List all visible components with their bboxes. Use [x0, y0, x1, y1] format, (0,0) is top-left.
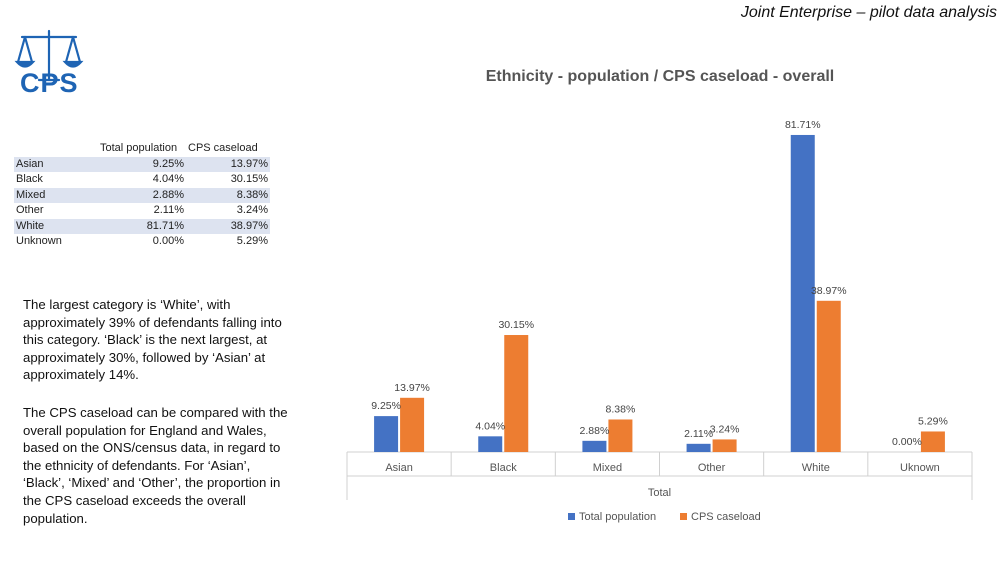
table-row: Black 4.04% 30.15% [14, 172, 270, 188]
table-cell: 4.04% [152, 173, 184, 185]
data-label: 5.29% [918, 415, 948, 427]
table-cell: 2.11% [153, 204, 184, 216]
legend-swatch-population [568, 513, 575, 520]
x-tick-label: Asian [385, 462, 413, 474]
table-row: Other 2.11% 3.24% [14, 203, 270, 219]
table-header-row: Total population CPS caseload [14, 141, 270, 157]
population-bar [478, 436, 503, 452]
caseload-bar [712, 439, 737, 452]
legend-label: Total population [579, 511, 656, 523]
caseload-bar [920, 431, 945, 452]
table-cell: 13.97% [186, 156, 270, 172]
population-bar [790, 134, 815, 452]
data-label: 2.88% [580, 425, 610, 437]
summary-paragraph: The largest category is ‘White’, with ap… [23, 297, 282, 383]
table-row: White 81.71% 38.97% [14, 218, 270, 234]
data-label: 13.97% [394, 382, 430, 394]
x-tick-label: Uknown [900, 462, 940, 474]
table-cell: 3.24% [236, 204, 268, 216]
caseload-bar [400, 397, 425, 452]
legend-swatch-caseload [680, 513, 687, 520]
table-cell: 5.29% [236, 235, 268, 247]
x-tick-label: Other [698, 462, 726, 474]
cps-logo-text: CPS [20, 68, 79, 98]
table-cell: 9.25% [98, 156, 186, 172]
comparison-paragraph: The CPS caseload can be compared with th… [23, 405, 288, 526]
caseload-bar [608, 419, 633, 452]
cps-scales-logo-icon [14, 29, 84, 82]
caseload-bar [504, 335, 529, 452]
table-cell: 8.38% [186, 187, 270, 203]
population-bar [374, 416, 399, 452]
x-tick-label: White [802, 462, 830, 474]
data-label: 8.38% [606, 403, 636, 415]
table-row: Unknown 0.00% 5.29% [14, 234, 270, 250]
table-cell: Unknown [16, 235, 62, 247]
data-label: 9.25% [371, 400, 401, 412]
data-label: 4.04% [475, 420, 505, 432]
x-tick-label: Black [490, 462, 517, 474]
population-bar [686, 443, 711, 452]
data-label: 81.71% [785, 119, 821, 131]
data-label: 38.97% [811, 285, 847, 297]
table-header-cell [14, 141, 98, 157]
table-cell: Mixed [14, 187, 98, 203]
table-cell: White [14, 218, 98, 234]
table-cell: 81.71% [98, 218, 186, 234]
population-bar [582, 440, 607, 452]
table-cell: 30.15% [230, 173, 268, 185]
table-cell: 38.97% [186, 218, 270, 234]
chart-title: Ethnicity - population / CPS caseload - … [485, 68, 835, 85]
x-axis-title: Total [648, 487, 671, 499]
table-cell: 0.00% [152, 235, 184, 247]
table-cell: Black [16, 173, 43, 185]
table-row: Mixed 2.88% 8.38% [14, 187, 270, 203]
ethnicity-data-table: Total population CPS caseload Asian 9.25… [14, 141, 270, 250]
table-cell: Asian [14, 156, 98, 172]
table-row: Asian 9.25% 13.97% [14, 156, 270, 172]
table-cell: Other [16, 204, 44, 216]
table-cell: 2.88% [98, 187, 186, 203]
data-label: 0.00% [892, 436, 922, 448]
table-header-cell: CPS caseload [186, 141, 270, 157]
legend-label: CPS caseload [691, 511, 761, 523]
data-label: 30.15% [498, 319, 534, 331]
data-label: 3.24% [710, 423, 740, 435]
page-header-title: Joint Enterprise – pilot data analysis [740, 4, 997, 21]
x-tick-label: Mixed [593, 462, 622, 474]
data-label: 2.11% [684, 428, 713, 440]
table-header-cell: Total population [98, 141, 186, 157]
caseload-bar [816, 300, 841, 452]
